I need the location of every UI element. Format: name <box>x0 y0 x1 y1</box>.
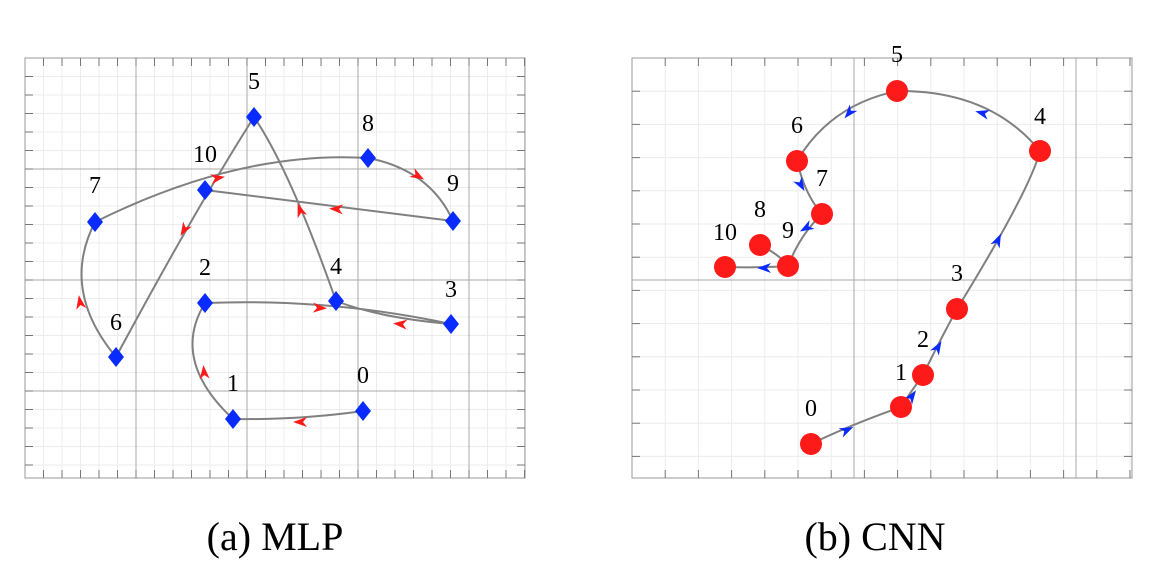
direction-arrow <box>297 203 308 219</box>
mlp-caption: (a) MLP <box>207 514 344 559</box>
cnn-markers <box>714 80 1051 455</box>
point-label-5: 5 <box>248 69 260 95</box>
point-marker-4 <box>1029 140 1051 162</box>
point-marker-9 <box>777 255 799 277</box>
cnn-arrows <box>757 104 1001 438</box>
direction-arrow <box>329 204 344 215</box>
point-marker-6 <box>108 347 124 367</box>
mlp-grid <box>25 58 525 478</box>
point-marker-0 <box>355 401 371 421</box>
point-label-1: 1 <box>895 360 907 386</box>
point-marker-8 <box>360 148 376 168</box>
point-label-2: 2 <box>917 327 929 353</box>
direction-arrow <box>975 109 991 120</box>
direction-arrow <box>393 319 408 330</box>
point-marker-7 <box>811 203 833 225</box>
direction-arrow <box>210 174 225 185</box>
mlp-trajectory-line <box>80 116 454 421</box>
point-label-7: 7 <box>816 166 828 192</box>
point-label-5: 5 <box>891 42 903 68</box>
direction-arrow <box>76 295 87 310</box>
point-label-2: 2 <box>199 255 211 281</box>
mlp-plot-frame <box>24 57 526 479</box>
direction-arrow <box>293 417 307 427</box>
direction-arrow <box>799 220 815 232</box>
point-label-4: 4 <box>330 254 342 280</box>
cnn-caption: (b) CNN <box>804 514 945 559</box>
direction-arrow <box>990 233 1001 249</box>
point-marker-10 <box>197 180 213 200</box>
point-marker-6 <box>786 150 808 172</box>
point-label-6: 6 <box>791 113 803 139</box>
point-marker-5 <box>246 107 262 127</box>
mlp-markers <box>87 107 461 429</box>
point-label-1: 1 <box>227 371 239 397</box>
direction-arrow <box>199 365 210 380</box>
point-marker-5 <box>886 80 908 102</box>
point-marker-10 <box>714 256 736 278</box>
point-label-7: 7 <box>89 173 101 199</box>
point-label-8: 8 <box>362 111 374 137</box>
direction-arrow <box>844 104 858 119</box>
point-label-9: 9 <box>782 218 794 244</box>
mlp-arrows <box>76 168 425 427</box>
point-label-0: 0 <box>805 396 817 422</box>
point-marker-9 <box>445 211 461 231</box>
direction-arrow <box>180 221 192 237</box>
mlp-ticks <box>25 58 525 478</box>
point-marker-1 <box>890 396 912 418</box>
point-marker-8 <box>749 234 771 256</box>
point-marker-7 <box>87 212 103 232</box>
point-marker-3 <box>443 314 459 334</box>
direction-arrow <box>757 263 771 273</box>
point-label-0: 0 <box>357 363 369 389</box>
direction-arrow <box>409 168 425 180</box>
point-label-4: 4 <box>1034 104 1046 130</box>
direction-arrow <box>793 176 805 192</box>
point-marker-3 <box>946 298 968 320</box>
cnn-grid <box>632 58 1132 478</box>
cnn-ticks <box>632 58 1132 478</box>
point-marker-2 <box>197 293 213 313</box>
point-label-10: 10 <box>713 220 737 246</box>
cnn-plot-frame <box>631 57 1133 479</box>
direction-arrow <box>838 427 854 438</box>
point-label-9: 9 <box>447 171 459 197</box>
point-marker-4 <box>328 291 344 311</box>
mlp-node-labels: 0 1 2 3 4 5 6 7 8 9 10 <box>89 69 459 397</box>
cnn-trajectory-line <box>724 89 1041 445</box>
point-label-8: 8 <box>754 197 766 223</box>
point-marker-0 <box>800 433 822 455</box>
point-marker-2 <box>912 364 934 386</box>
point-label-10: 10 <box>193 142 217 168</box>
point-marker-1 <box>225 409 241 429</box>
point-label-3: 3 <box>951 261 963 287</box>
direction-arrow <box>903 390 917 405</box>
direction-arrow <box>312 302 327 313</box>
direction-arrow <box>930 340 942 356</box>
point-label-6: 6 <box>110 310 122 336</box>
point-label-3: 3 <box>445 277 457 303</box>
cnn-node-labels: 0 12 3 4 5 6 7 89 10 <box>713 42 1046 422</box>
panel-mlp: 0 1 2 3 4 5 6 7 8 9 10 (a) MLP <box>24 57 526 559</box>
panel-cnn: 0 12 3 4 5 6 7 89 10 (b) CNN <box>631 42 1133 559</box>
